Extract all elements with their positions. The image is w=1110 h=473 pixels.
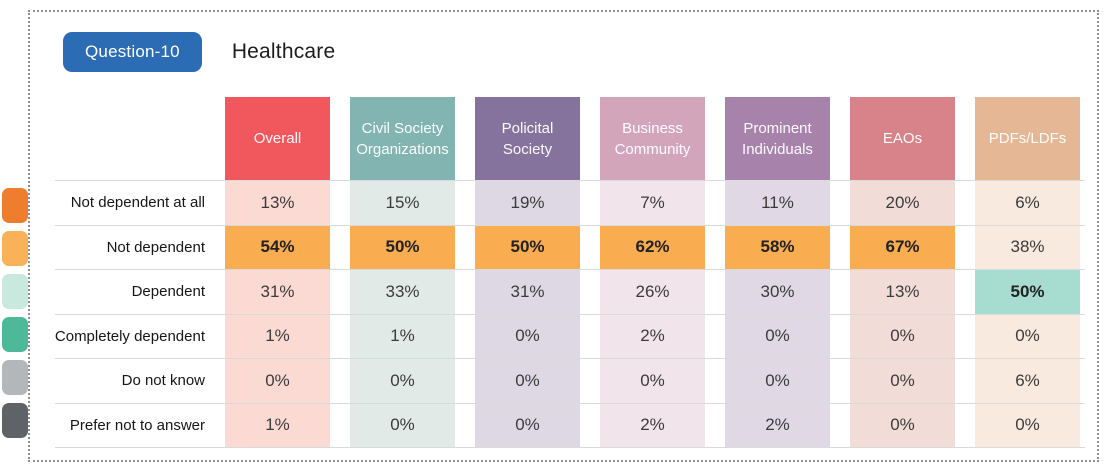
value-cell: 13%	[850, 270, 955, 314]
swatch-dark-gray	[2, 403, 28, 438]
value-cell: 0%	[850, 314, 955, 358]
value-cell: 2%	[600, 403, 705, 447]
value-cell: 15%	[350, 181, 455, 225]
value-cell: 50%	[975, 270, 1080, 314]
value-cell: 6%	[975, 181, 1080, 225]
value-cell: 2%	[725, 403, 830, 447]
table-row: Not dependent at all 13% 15% 19% 7% 11% 20% 6%	[55, 181, 1085, 226]
value-cell: 67%	[850, 225, 955, 269]
results-table: Overall Civil Society Organizations Polici…	[55, 97, 1085, 448]
row-label: Prefer not to answer	[69, 416, 205, 434]
column-header: Overall	[225, 97, 330, 180]
value-cell: 1%	[225, 314, 330, 358]
column-header: PDFs/LDFs	[975, 97, 1080, 180]
value-cell: 0%	[350, 403, 455, 447]
value-cell: 0%	[725, 359, 830, 403]
value-cell: 0%	[225, 359, 330, 403]
value-cell: 0%	[975, 314, 1080, 358]
value-cell: 33%	[350, 270, 455, 314]
swatch-teal-green	[2, 317, 28, 352]
value-cell: 6%	[975, 359, 1080, 403]
table-row: Do not know 0% 0% 0% 0% 0% 0% 6%	[55, 359, 1085, 404]
swatch-pale-mint	[2, 274, 28, 309]
row-label: Not dependent	[106, 238, 205, 256]
table-row: Not dependent 54% 50% 50% 62% 58% 67% 38%	[55, 225, 1085, 270]
value-cell: 0%	[850, 403, 955, 447]
row-label: Do not know	[121, 372, 205, 390]
value-cell: 31%	[225, 270, 330, 314]
value-cell: 26%	[600, 270, 705, 314]
value-cell: 19%	[475, 181, 580, 225]
header-spacer	[55, 97, 205, 180]
table-row: Completely dependent 1% 1% 0% 2% 0% 0% 0%	[54, 314, 1085, 359]
value-cell: 0%	[350, 359, 455, 403]
value-cell: 38%	[975, 225, 1080, 269]
value-cell: 13%	[225, 181, 330, 225]
value-cell: 31%	[475, 270, 580, 314]
question-badge: Question-10	[63, 32, 202, 72]
value-cell: 11%	[725, 181, 830, 225]
value-cell: 62%	[600, 225, 705, 269]
legend-swatches	[2, 188, 28, 438]
swatch-orange	[2, 188, 28, 223]
swatch-light-gray	[2, 360, 28, 395]
column-header: Prominent Individuals	[725, 97, 830, 180]
value-cell: 0%	[975, 403, 1080, 447]
value-cell: 0%	[725, 314, 830, 358]
column-header: EAOs	[850, 97, 955, 180]
value-cell: 0%	[475, 359, 580, 403]
value-cell: 0%	[475, 403, 580, 447]
row-label: Not dependent at all	[70, 194, 205, 212]
row-label: Completely dependent	[54, 327, 205, 345]
dotted-frame	[28, 10, 1099, 462]
row-label: Dependent	[131, 283, 205, 301]
value-cell: 2%	[600, 314, 705, 358]
value-cell: 7%	[600, 181, 705, 225]
table-row: Dependent 31% 33% 31% 26% 30% 13% 50%	[55, 270, 1085, 315]
value-cell: 0%	[475, 314, 580, 358]
column-header: Business Community	[600, 97, 705, 180]
table-row: Prefer not to answer 1% 0% 0% 2% 2% 0% 0%	[55, 403, 1085, 448]
value-cell: 0%	[600, 359, 705, 403]
value-cell: 50%	[475, 225, 580, 269]
value-cell: 54%	[225, 225, 330, 269]
value-cell: 1%	[225, 403, 330, 447]
value-cell: 20%	[850, 181, 955, 225]
value-cell: 58%	[725, 225, 830, 269]
card-header: Question-10 Healthcare	[63, 32, 335, 72]
value-cell: 30%	[725, 270, 830, 314]
page-title: Healthcare	[231, 40, 336, 63]
table-header-row: Overall Civil Society Organizations Polici…	[55, 97, 1085, 181]
column-header: Civil Society Organizations	[350, 97, 455, 180]
value-cell: 0%	[850, 359, 955, 403]
swatch-light-orange	[2, 231, 28, 266]
value-cell: 50%	[350, 225, 455, 269]
column-header: Policital Society	[475, 97, 580, 180]
value-cell: 1%	[350, 314, 455, 358]
